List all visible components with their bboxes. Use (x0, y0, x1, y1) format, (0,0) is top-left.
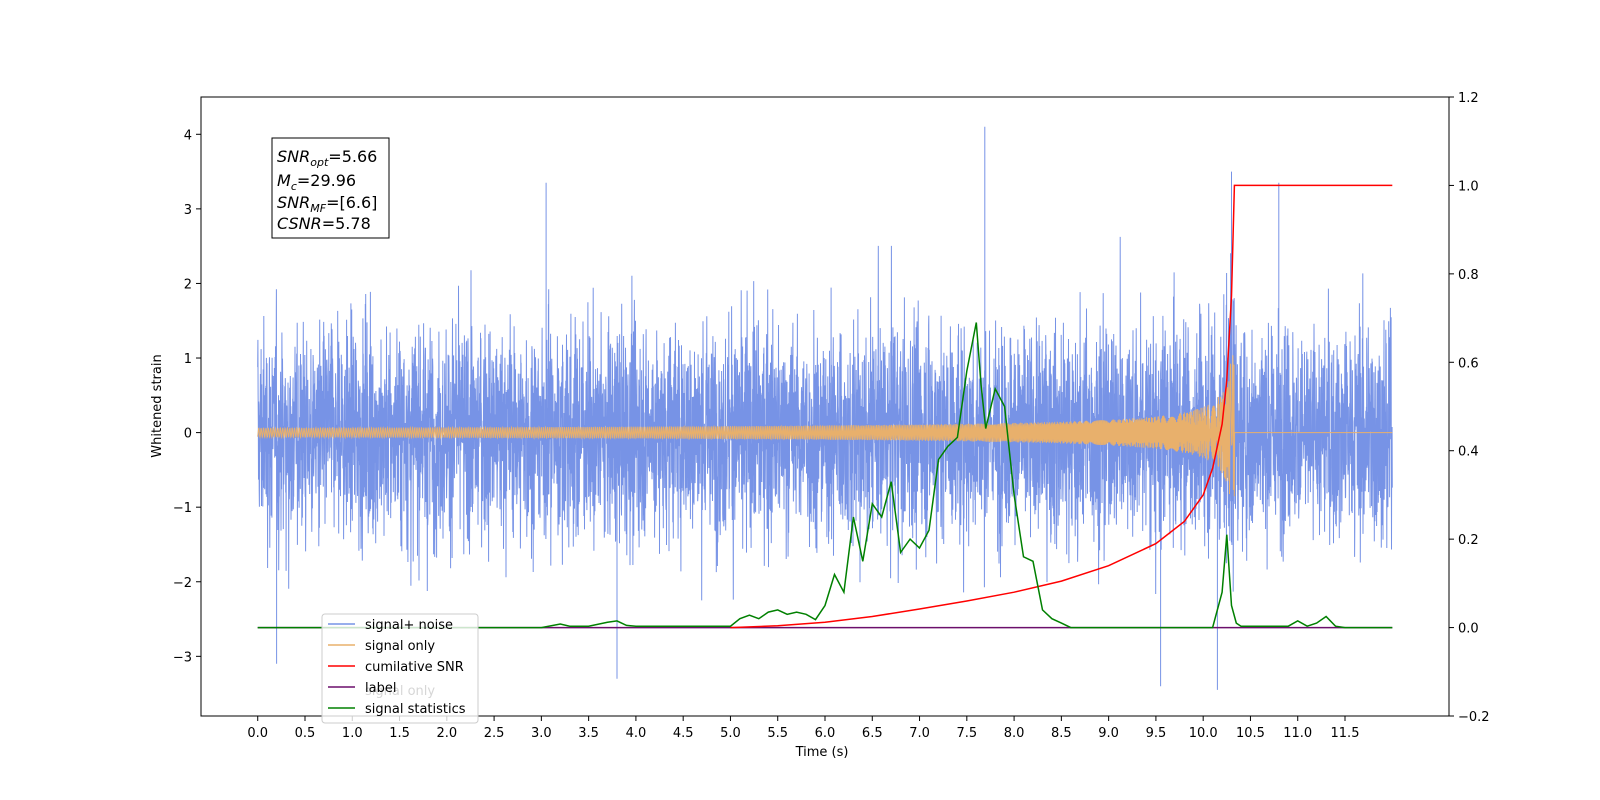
x-tick-label: 1.0 (342, 726, 363, 741)
x-tick-label: 9.5 (1146, 726, 1167, 741)
x-tick-label: 10.5 (1236, 726, 1265, 741)
y2-tick-label: 0.6 (1458, 356, 1479, 371)
x-tick-label: 0.0 (247, 726, 268, 741)
x-tick-label: 6.0 (815, 726, 836, 741)
y2-tick-label: 1.2 (1458, 91, 1479, 106)
y-axis-label: Whitened strain (150, 354, 165, 457)
legend-entry: signal+ noise (365, 618, 453, 633)
series-signal-statistics (257, 322, 1393, 629)
snr-mf-value: =[6.6] (326, 193, 377, 212)
legend-entry: signal only (365, 639, 435, 654)
x-tick-label: 1.5 (389, 726, 410, 741)
series-signal-only (257, 355, 1393, 497)
y2-tick-label: 0.8 (1458, 268, 1479, 283)
x-axis-label: Time (s) (795, 745, 849, 760)
y-tick-label: −1 (173, 501, 192, 516)
y-tick-label: 2 (184, 277, 192, 292)
x-tick-label: 4.0 (626, 726, 647, 741)
x-tick-label: 8.5 (1051, 726, 1072, 741)
x-tick-label: 7.0 (909, 726, 930, 741)
csnr-value: =5.78 (322, 214, 371, 233)
legend-entry: signal statistics (365, 702, 466, 717)
x-tick-label: 11.5 (1331, 726, 1360, 741)
legend-entry: cumilative SNR (365, 660, 464, 675)
x-tick-label: 11.0 (1283, 726, 1312, 741)
y2-tick-label: 1.0 (1458, 179, 1479, 194)
svg-text:SNRMF=[6.6]: SNRMF=[6.6] (277, 193, 377, 215)
legend-entry: label (365, 681, 396, 696)
x-tick-label: 3.5 (578, 726, 599, 741)
x-tick-label: 4.5 (673, 726, 694, 741)
y2-tick-label: 0.2 (1458, 533, 1479, 548)
y2-tick-label: 0.4 (1458, 445, 1479, 460)
x-tick-label: 7.5 (956, 726, 977, 741)
y-tick-label: 1 (184, 352, 192, 367)
stats-annotation: SNRopt=5.66 Mc=29.96 SNRMF=[6.6] CSNR=5.… (271, 137, 390, 239)
mc-value: =29.96 (297, 171, 356, 190)
y2-tick-label: −0.2 (1458, 710, 1490, 725)
x-tick-label: 0.5 (295, 726, 316, 741)
x-tick-label: 2.5 (484, 726, 505, 741)
y-axis-right: 1.2 1.0 0.8 0.6 0.4 0.2 0.0 −0.2 (1449, 91, 1490, 725)
x-tick-label: 2.0 (436, 726, 457, 741)
svg-text:Mc=29.96: Mc=29.96 (277, 171, 356, 193)
series-cumulative-snr (730, 184, 1393, 629)
y-tick-label: 3 (184, 203, 192, 218)
x-tick-label: 10.0 (1189, 726, 1218, 741)
svg-text:SNRopt=5.66: SNRopt=5.66 (277, 147, 377, 169)
x-tick-label: 8.0 (1004, 726, 1025, 741)
legend-ghost-text: signal only (365, 684, 435, 699)
x-tick-label: 3.0 (531, 726, 552, 741)
y-axis-left: 4 3 2 1 0 −1 −2 −3 (173, 128, 201, 665)
y-tick-label: 0 (184, 427, 192, 442)
snr-opt-value: =5.66 (328, 147, 377, 166)
x-tick-label: 5.5 (767, 726, 788, 741)
svg-text:CSNR=5.78: CSNR=5.78 (277, 214, 371, 233)
y-tick-label: −2 (173, 576, 192, 591)
x-axis: 0.0 0.5 1.0 1.5 2.0 2.5 3.0 3.5 4.0 4.5 5.0 5.5 6.0 6… (247, 716, 1359, 741)
x-tick-label: 5.0 (720, 726, 741, 741)
legend: signal only signal+ noise signal only cumi… (321, 613, 479, 724)
plot-area (257, 126, 1393, 690)
x-tick-label: 6.5 (862, 726, 883, 741)
y-tick-label: 4 (184, 128, 192, 143)
x-tick-label: 9.0 (1098, 726, 1119, 741)
y2-tick-label: 0.0 (1458, 622, 1479, 637)
y-tick-label: −3 (173, 650, 192, 665)
